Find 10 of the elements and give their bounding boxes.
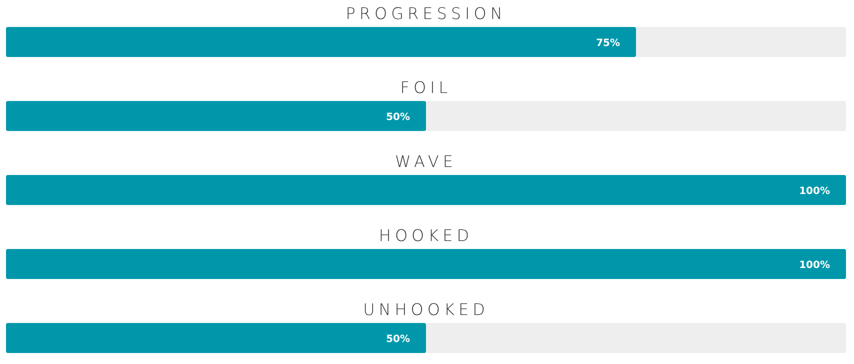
- y-tick-label: PROGRESSION: [346, 4, 506, 23]
- y-tick-label: UNHOOKED: [363, 300, 489, 319]
- data-label: 100%: [799, 186, 830, 197]
- y-tick-label: WAVE: [395, 152, 457, 171]
- data-label: 50%: [386, 112, 410, 123]
- y-tick-label: FOIL: [400, 78, 452, 97]
- data-label: 100%: [799, 260, 830, 271]
- y-tick-label: HOOKED: [378, 226, 474, 245]
- data-label: 50%: [386, 334, 410, 345]
- data-label: 75%: [596, 38, 620, 49]
